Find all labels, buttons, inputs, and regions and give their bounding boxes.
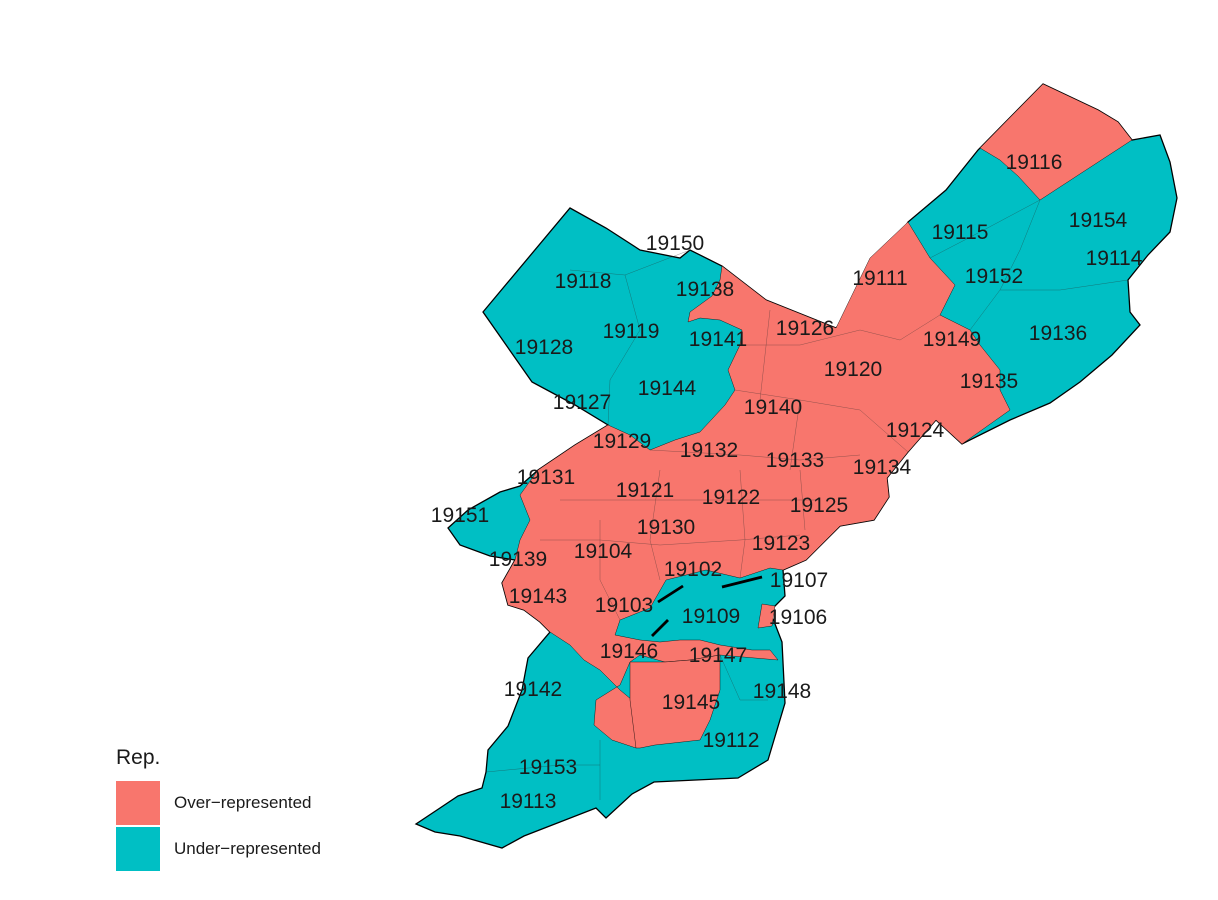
zip-label-19132: 19132: [680, 439, 738, 462]
zip-label-19104: 19104: [574, 540, 633, 563]
zip-label-19144: 19144: [638, 377, 697, 400]
zip-label-19125: 19125: [790, 494, 848, 517]
zip-label-19103: 19103: [595, 594, 653, 617]
legend-item-under: Under−represented: [116, 826, 321, 872]
zip-label-19139: 19139: [489, 548, 547, 571]
zip-label-19154: 19154: [1069, 209, 1128, 232]
zip-label-19150: 19150: [646, 232, 704, 255]
zip-labels: 19116 19115 19154 19114 19152 19111 19136 19149…: [431, 151, 1143, 813]
zip-label-19133: 19133: [766, 449, 824, 472]
zip-label-19136: 19136: [1029, 322, 1087, 345]
zip-label-19111: 19111: [852, 267, 907, 290]
zip-label-19112: 19112: [703, 729, 760, 752]
zip-label-19109: 19109: [682, 605, 740, 628]
zip-label-19134: 19134: [853, 456, 912, 479]
zip-label-19143: 19143: [509, 585, 567, 608]
zip-label-19142: 19142: [504, 678, 562, 701]
legend: Rep. Over−represented Under−represented: [116, 746, 321, 872]
zip-label-19119: 19119: [603, 320, 660, 343]
zip-label-19128: 19128: [515, 336, 573, 359]
zip-label-19147: 19147: [689, 644, 747, 667]
legend-item-over: Over−represented: [116, 780, 321, 826]
zip-label-19120: 19120: [824, 358, 882, 381]
leader-lines: [651, 575, 763, 637]
zip-label-19124: 19124: [886, 419, 945, 442]
region-19145-extra: [629, 654, 721, 749]
zip-label-19113: 19113: [500, 790, 557, 813]
zip-label-19122: 19122: [702, 486, 760, 509]
legend-title: Rep.: [116, 746, 161, 769]
zip-label-19116: 19116: [1006, 151, 1063, 174]
zip-label-19141: 19141: [689, 328, 747, 351]
over-represented-regions: [501, 83, 1133, 749]
zip-label-19102: 19102: [664, 558, 722, 581]
region-19106: [757, 603, 776, 629]
zip-label-19123: 19123: [752, 532, 810, 555]
zip-boundaries: [485, 199, 1129, 800]
zip-label-19130: 19130: [637, 516, 695, 539]
zip-label-19135: 19135: [960, 370, 1018, 393]
zip-label-19153: 19153: [519, 756, 577, 779]
leader-19146: [651, 619, 669, 637]
zip-label-19121: 19121: [616, 479, 674, 502]
region-central: [501, 221, 1011, 749]
zip-label-19146: 19146: [600, 640, 658, 663]
zip-label-19145: 19145: [662, 691, 720, 714]
legend-label-over: Over−represented: [174, 793, 312, 812]
zip-label-19148: 19148: [753, 680, 811, 703]
zip-label-19107: 19107: [770, 569, 828, 592]
zip-label-19126: 19126: [776, 317, 834, 340]
zip-label-19140: 19140: [744, 396, 802, 419]
zip-label-19106: 19106: [769, 606, 827, 629]
zip-label-19152: 19152: [965, 265, 1023, 288]
legend-swatch-under: [116, 827, 160, 871]
zip-label-19151: 19151: [431, 504, 489, 527]
legend-swatch-over: [116, 781, 160, 825]
zip-label-19114: 19114: [1086, 247, 1143, 270]
zip-label-19129: 19129: [593, 430, 651, 453]
zip-label-19138: 19138: [676, 278, 734, 301]
zip-label-19149: 19149: [923, 328, 981, 351]
zip-label-19118: 19118: [555, 270, 612, 293]
legend-label-under: Under−represented: [174, 839, 321, 858]
leader-19107: [721, 575, 763, 589]
zip-label-19131: 19131: [517, 466, 575, 489]
leader-19103: [657, 584, 684, 604]
zip-label-19127: 19127: [553, 391, 611, 414]
zip-label-19115: 19115: [932, 221, 989, 244]
